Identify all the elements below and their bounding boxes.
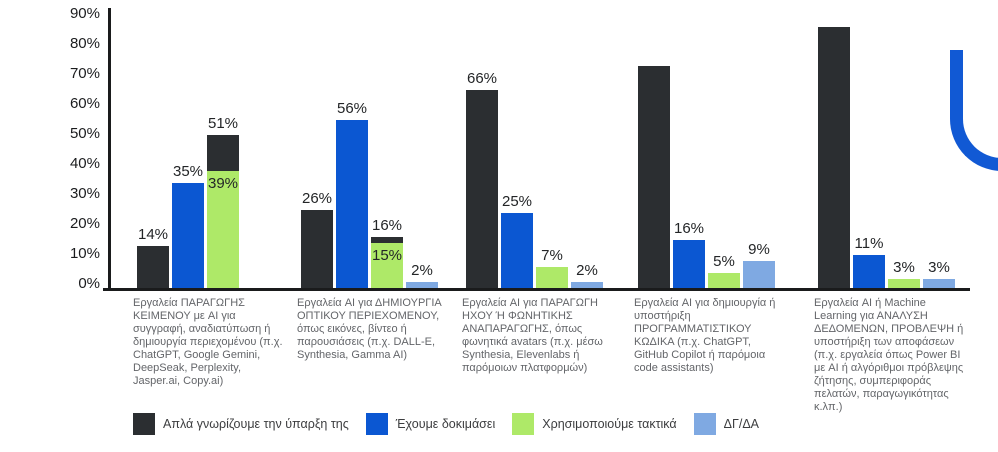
bar-dkna bbox=[571, 282, 603, 288]
y-axis-tick-label: 20% bbox=[69, 215, 100, 232]
bar-value-label: 11% bbox=[854, 235, 884, 252]
bar-know bbox=[301, 210, 333, 288]
y-axis-tick-label: 80% bbox=[69, 35, 100, 52]
legend-label: ΔΓ/ΔΑ bbox=[723, 417, 760, 431]
bar-know bbox=[638, 66, 670, 288]
legend-item-know: Απλά γνωρίζουμε την ύπαρξη της bbox=[133, 413, 349, 435]
bar-regular bbox=[888, 279, 920, 288]
category-label: Εργαλεία AI για δημιουργία ή υποστήριξη … bbox=[634, 297, 776, 374]
bar-dkna bbox=[743, 261, 775, 288]
bar-tried bbox=[172, 183, 204, 288]
category-label: Εργαλεία AI για ΠΑΡΑΓΩΓΗ ΗΧΟΥ Ή ΦΩΝΗΤΙΚΗ… bbox=[462, 297, 603, 374]
bar-value-label: 15% bbox=[371, 247, 403, 264]
category-label: Εργαλεία AI για ΔΗΜΙΟΥΡΓΙΑ ΟΠΤΙΚΟΥ ΠΕΡΙΕ… bbox=[297, 297, 442, 361]
bar-regular bbox=[371, 243, 403, 288]
bar-regular bbox=[207, 171, 239, 288]
y-axis-tick-label: 50% bbox=[69, 125, 100, 142]
y-axis-tick-label: 90% bbox=[69, 5, 100, 22]
bar-stack-cap-know bbox=[371, 237, 403, 243]
y-axis-line bbox=[108, 8, 111, 291]
bar-tried bbox=[853, 255, 885, 288]
y-axis-tick-label: 70% bbox=[69, 65, 100, 82]
decorative-curve bbox=[950, 50, 998, 171]
y-axis-tick-label: 40% bbox=[69, 155, 100, 172]
y-axis-tick-label: 0% bbox=[78, 275, 100, 292]
y-axis-tick-label: 30% bbox=[69, 185, 100, 202]
bar-know bbox=[466, 90, 498, 288]
bar-stack-cap-know bbox=[207, 135, 239, 171]
bar-tried bbox=[501, 213, 533, 288]
bar-value-label: 2% bbox=[411, 262, 433, 279]
bar-regular bbox=[708, 273, 740, 288]
legend-item-dkna: ΔΓ/ΔΑ bbox=[693, 413, 760, 435]
y-axis-tick-label: 10% bbox=[69, 245, 100, 262]
bar-tried bbox=[673, 240, 705, 288]
category-label: Εργαλεία ΠΑΡΑΓΩΓΗΣ ΚΕΙΜΕΝΟΥ με AI για συ… bbox=[133, 297, 283, 387]
bar-value-label: 9% bbox=[748, 241, 770, 258]
legend-label: Απλά γνωρίζουμε την ύπαρξη της bbox=[163, 417, 349, 431]
bar-value-label: 14% bbox=[137, 226, 169, 243]
bar-value-label: 56% bbox=[336, 100, 368, 117]
legend: Απλά γνωρίζουμε την ύπαρξη της Έχουμε δοκ… bbox=[133, 413, 759, 435]
bar-value-label: 5% bbox=[713, 253, 735, 270]
legend-item-regular: Χρησιμοποιούμε τακτικά bbox=[512, 413, 677, 435]
bar-value-label: 51% bbox=[207, 115, 239, 132]
bar-value-label: 3% bbox=[893, 259, 915, 276]
bar-value-label: 7% bbox=[541, 247, 563, 264]
legend-label: Χρησιμοποιούμε τακτικά bbox=[542, 417, 677, 431]
bar-value-label: 16% bbox=[673, 220, 705, 237]
bar-tried bbox=[336, 120, 368, 288]
bar-value-label: 66% bbox=[466, 70, 498, 87]
legend-item-tried: Έχουμε δοκιμάσει bbox=[365, 413, 496, 435]
legend-swatch-tried bbox=[365, 413, 388, 435]
legend-swatch-dkna bbox=[693, 413, 716, 435]
bar-dkna bbox=[923, 279, 955, 288]
legend-swatch-know bbox=[133, 413, 155, 435]
bar-value-label: 39% bbox=[207, 175, 239, 192]
bar-regular bbox=[536, 267, 568, 288]
bar-value-label: 3% bbox=[928, 259, 950, 276]
bar-know bbox=[137, 246, 169, 288]
x-axis-line bbox=[103, 288, 970, 291]
y-axis-tick-label: 60% bbox=[69, 95, 100, 112]
bar-value-label: 16% bbox=[371, 217, 403, 234]
bar-value-label: 25% bbox=[501, 193, 533, 210]
legend-swatch-regular bbox=[512, 413, 535, 435]
bar-value-label: 35% bbox=[172, 163, 204, 180]
bar-value-label: 2% bbox=[576, 262, 598, 279]
legend-label: Έχουμε δοκιμάσει bbox=[395, 417, 496, 431]
bar-dkna bbox=[406, 282, 438, 288]
category-label: Εργαλεία AI ή Machine Learning για ΑΝΑΛΥ… bbox=[814, 297, 964, 413]
bar-know bbox=[818, 27, 850, 288]
bar-value-label: 26% bbox=[301, 190, 333, 207]
